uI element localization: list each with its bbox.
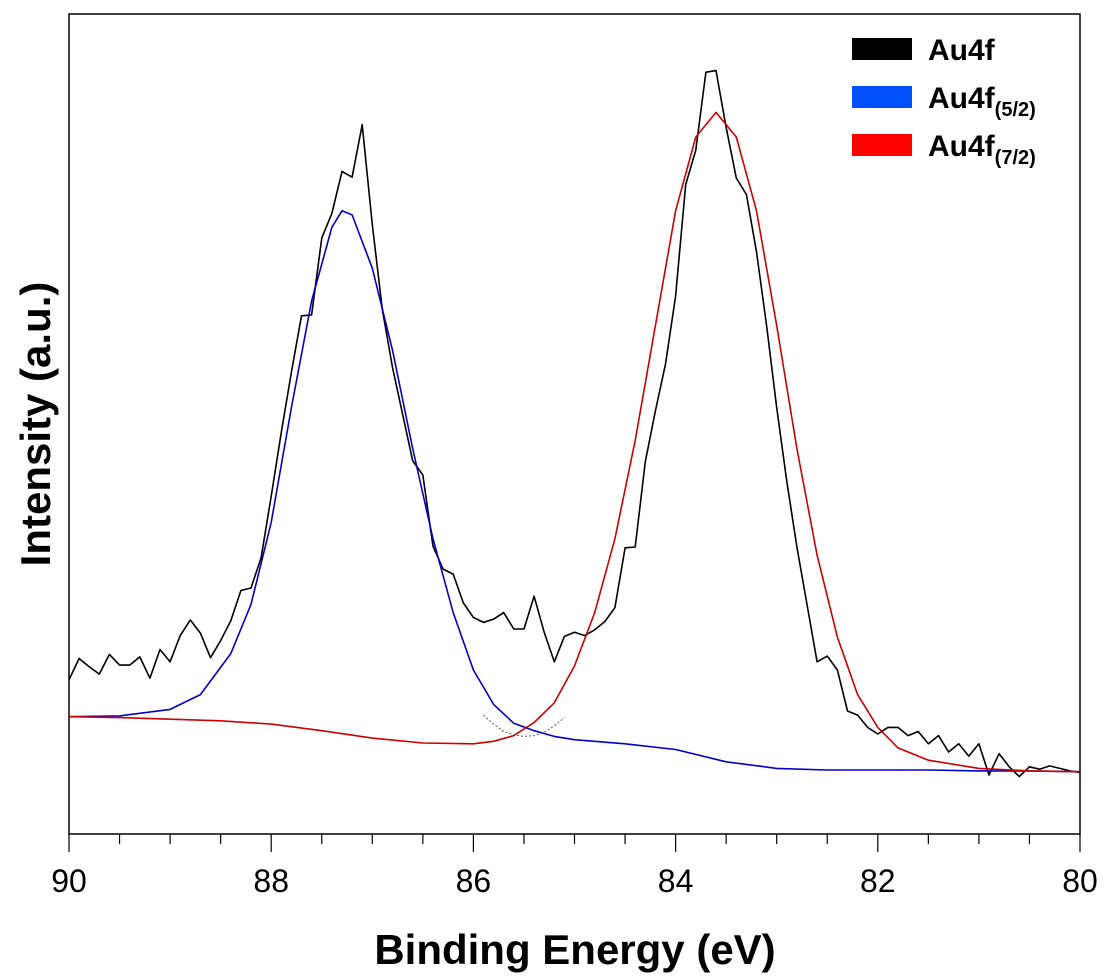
- legend-swatch: [852, 38, 912, 60]
- legend-swatch: [852, 86, 912, 108]
- x-tick-label: 86: [456, 863, 492, 899]
- x-tick-label: 82: [860, 863, 896, 899]
- y-axis-title: Intensity (a.u.): [12, 282, 59, 567]
- legend-label: Au4f(7/2): [928, 130, 1036, 169]
- series-layer: [68, 69, 1081, 778]
- x-tick-label: 80: [1062, 863, 1098, 899]
- x-tick-label: 88: [253, 863, 289, 899]
- x-tick-label: 84: [658, 863, 694, 899]
- x-axis-title: Binding Energy (eV): [374, 926, 775, 973]
- legend-label: Au4f: [928, 34, 996, 67]
- series-line: [483, 714, 565, 737]
- legend-label: Au4f(5/2): [928, 82, 1036, 121]
- x-axis-ticks: [68, 834, 1081, 852]
- series-line: [68, 210, 1081, 773]
- x-axis-tick-labels: 90 88 86 84 82 80: [51, 863, 1098, 899]
- legend: Au4f Au4f(5/2) Au4f(7/2): [852, 34, 1036, 169]
- legend-swatch: [852, 134, 912, 156]
- series-line: [68, 69, 1081, 778]
- x-tick-label: 90: [51, 863, 87, 899]
- series-line: [68, 111, 1081, 773]
